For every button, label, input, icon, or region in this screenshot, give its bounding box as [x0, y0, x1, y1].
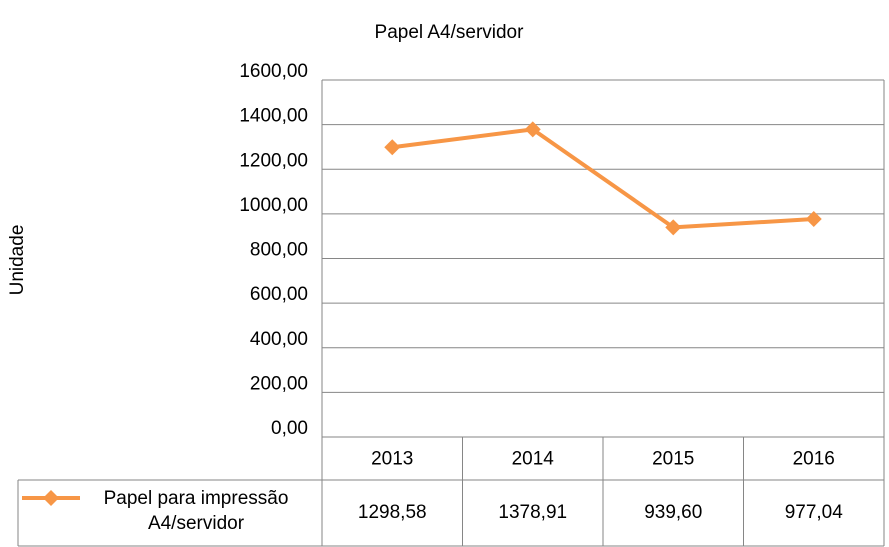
x-tick-label: 2015: [652, 449, 694, 470]
legend-marker: [43, 490, 59, 506]
table-value: 1378,91: [498, 502, 567, 523]
marker: [805, 210, 822, 227]
table-value: 977,04: [785, 502, 844, 523]
legend-label: Papel para impressão A4/servidor: [103, 488, 289, 534]
table-value: 1298,58: [358, 502, 427, 523]
marker: [665, 219, 682, 236]
series-line: [391, 127, 814, 230]
x-tick-label: 2013: [371, 449, 413, 470]
marker: [384, 139, 401, 156]
y-tick-label: 200,00: [250, 373, 308, 394]
marker: [524, 121, 541, 138]
y-tick-label: 400,00: [250, 329, 308, 350]
y-axis-label: Unidade: [7, 225, 28, 296]
y-tick-label: 1200,00: [239, 150, 308, 171]
table-value: 939,60: [644, 502, 702, 523]
y-tick-label: 0,00: [271, 418, 308, 439]
y-tick-label: 1600,00: [239, 61, 308, 82]
x-tick-label: 2016: [793, 449, 835, 470]
chart-title: Papel A4/servidor: [375, 22, 525, 43]
y-tick-label: 600,00: [250, 284, 308, 305]
y-tick-label: 1000,00: [239, 195, 308, 216]
y-tick-label: 800,00: [250, 240, 308, 261]
y-tick-label: 1400,00: [239, 106, 308, 127]
x-tick-label: 2014: [512, 449, 555, 470]
